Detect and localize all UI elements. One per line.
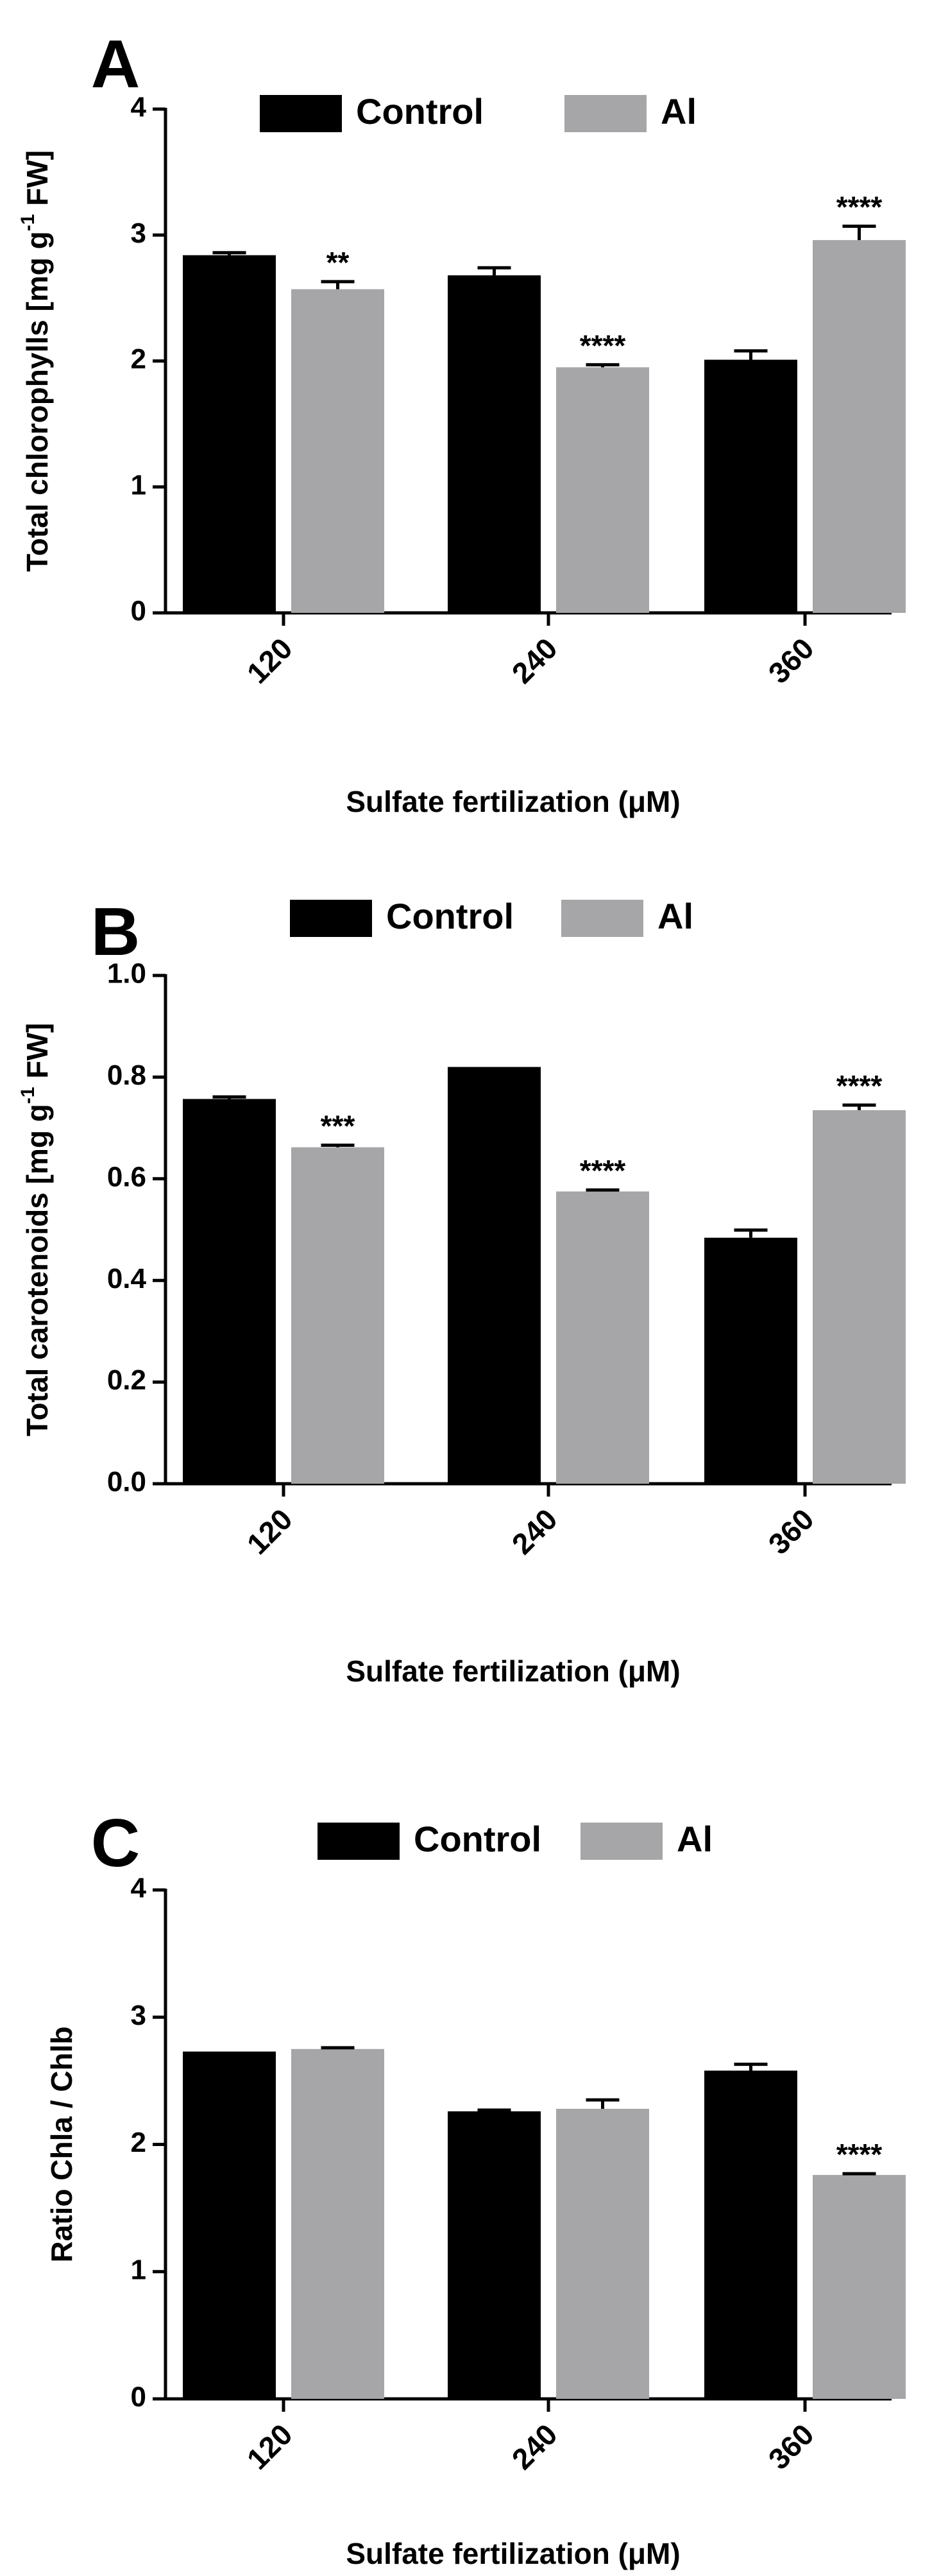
significance-marker: ***: [321, 1110, 355, 1143]
bar-al-120: [291, 289, 384, 613]
bar-control-360: [704, 1237, 797, 1484]
y-axis-title: Total chlorophylls [mg g-1 FW]: [17, 150, 54, 572]
y-tick-label: 3: [131, 2000, 146, 2031]
bar-control-240: [448, 2111, 541, 2399]
bar-control-120: [183, 2051, 276, 2399]
legend-swatch-control: [290, 900, 372, 937]
x-axis-title: Sulfate fertilization (μM): [346, 1654, 680, 1688]
bar-control-240: [448, 1067, 541, 1484]
panel-a: A Control Al 0 1 2 3 4 ** 120 **** 240 **** 360 Sulfat…: [17, 26, 906, 818]
legend-label-al: Al: [677, 1819, 713, 1859]
legend-label-control: Control: [414, 1819, 541, 1859]
significance-marker: ****: [836, 1069, 883, 1103]
legend-swatch-al: [580, 1823, 663, 1860]
bar-al-360: [813, 240, 906, 614]
panel-letter: B: [91, 894, 140, 970]
x-category-label: 240: [505, 1502, 564, 1561]
significance-marker: ****: [580, 329, 626, 362]
y-tick-label: 1: [131, 469, 146, 501]
legend-label-control: Control: [356, 91, 484, 132]
bar-al-120: [291, 1147, 384, 1484]
bar-al-360: [813, 1110, 906, 1484]
y-tick-label: 2: [131, 2127, 146, 2158]
bar-al-120: [291, 2048, 384, 2399]
significance-marker: **: [326, 246, 350, 279]
bar-control-360: [704, 2070, 797, 2399]
y-tick-label: 4: [131, 92, 147, 123]
y-tick-label: 0.2: [107, 1364, 146, 1396]
significance-marker: ****: [836, 191, 883, 224]
legend-swatch-al: [561, 900, 643, 937]
bar-al-240: [556, 2108, 649, 2399]
x-category-label: 360: [762, 2417, 820, 2476]
x-category-label: 240: [505, 631, 564, 690]
y-tick-label: 1.0: [107, 958, 146, 990]
y-tick-label: 0.0: [107, 1466, 146, 1498]
bar-al-360: [813, 2175, 906, 2399]
bar-control-240: [448, 275, 541, 613]
bar-control-120: [183, 255, 276, 613]
x-category-label: 120: [241, 2417, 299, 2476]
x-category-label: 120: [241, 631, 299, 690]
y-tick-label: 0.6: [107, 1161, 146, 1192]
legend-label-al: Al: [657, 896, 693, 936]
x-category-label: 360: [762, 1502, 820, 1561]
x-category-label: 360: [762, 631, 820, 690]
y-tick-label: 1: [131, 2254, 146, 2285]
y-tick-label: 0.4: [107, 1263, 147, 1294]
y-axis-title: Ratio Chla / Chlb: [45, 2027, 78, 2263]
y-tick-label: 0: [131, 2382, 146, 2413]
y-axis-title: Total carotenoids [mg g-1 FW]: [17, 1023, 54, 1436]
bar-control-120: [183, 1099, 276, 1484]
legend-swatch-control: [318, 1823, 400, 1860]
bar-al-240: [556, 367, 649, 613]
bar-control-360: [704, 359, 797, 613]
panel-letter: A: [91, 26, 140, 102]
legend-label-al: Al: [661, 91, 697, 132]
x-axis-title: Sulfate fertilization (μM): [346, 785, 680, 818]
bar-al-240: [556, 1191, 649, 1484]
y-tick-label: 0: [131, 596, 146, 627]
legend-swatch-al: [564, 95, 647, 132]
x-category-label: 120: [241, 1502, 299, 1561]
legend-label-control: Control: [386, 896, 514, 936]
panel-b: B Control Al 0.0 0.2 0.4 0.6 0.8 1.0 *** 120 **** 24…: [17, 894, 906, 1688]
panel-letter: C: [91, 1805, 140, 1881]
y-tick-label: 2: [131, 343, 146, 375]
x-category-label: 240: [505, 2417, 564, 2476]
y-tick-label: 4: [131, 1873, 147, 1904]
panel-c: C Control Al 0 1 2 3 4 120 240 **** 360 Sulfate fert…: [45, 1805, 906, 2570]
x-axis-title: Sulfate fertilization (μM): [346, 2537, 680, 2570]
legend-swatch-control: [260, 95, 342, 132]
y-tick-label: 0.8: [107, 1060, 146, 1091]
significance-marker: ****: [580, 1154, 626, 1187]
y-tick-label: 3: [131, 218, 146, 249]
significance-marker: ****: [836, 2138, 883, 2171]
